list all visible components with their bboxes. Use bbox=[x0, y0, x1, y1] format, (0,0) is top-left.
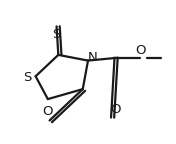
Text: O: O bbox=[135, 44, 146, 57]
Text: O: O bbox=[111, 103, 121, 116]
Text: S: S bbox=[52, 28, 61, 41]
Text: O: O bbox=[43, 105, 53, 118]
Text: N: N bbox=[87, 51, 97, 64]
Text: S: S bbox=[23, 71, 31, 84]
